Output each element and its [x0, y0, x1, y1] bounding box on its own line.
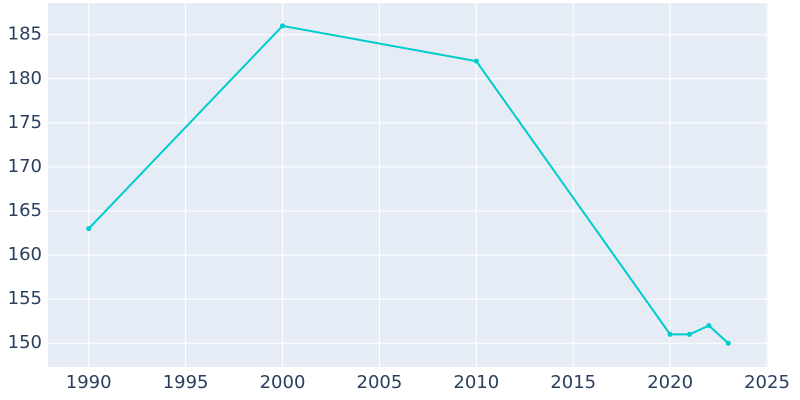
point — [725, 340, 731, 346]
x-tick-label: 2020 — [647, 372, 693, 393]
y-tick-label: 165 — [8, 200, 42, 221]
point — [667, 331, 673, 337]
x-tick-label: 1995 — [163, 372, 209, 393]
y-tick-label: 185 — [8, 24, 42, 45]
point — [473, 58, 479, 64]
plot-area — [48, 3, 768, 367]
point — [86, 226, 92, 232]
x-tick-label: 2005 — [357, 372, 403, 393]
y-tick-label: 155 — [8, 288, 42, 309]
x-tick-label: 2015 — [550, 372, 596, 393]
x-tick-label: 2000 — [260, 372, 306, 393]
y-tick-label: 170 — [8, 156, 42, 177]
x-tick-label: 2025 — [744, 372, 790, 393]
y-tick-label: 180 — [8, 68, 42, 89]
point — [706, 323, 712, 329]
point — [280, 23, 286, 29]
x-tick-label: 1990 — [66, 372, 112, 393]
y-tick-label: 175 — [8, 112, 42, 133]
point — [687, 331, 693, 337]
y-tick-label: 150 — [8, 332, 42, 353]
x-tick-label: 2010 — [453, 372, 499, 393]
y-tick-label: 160 — [8, 244, 42, 265]
